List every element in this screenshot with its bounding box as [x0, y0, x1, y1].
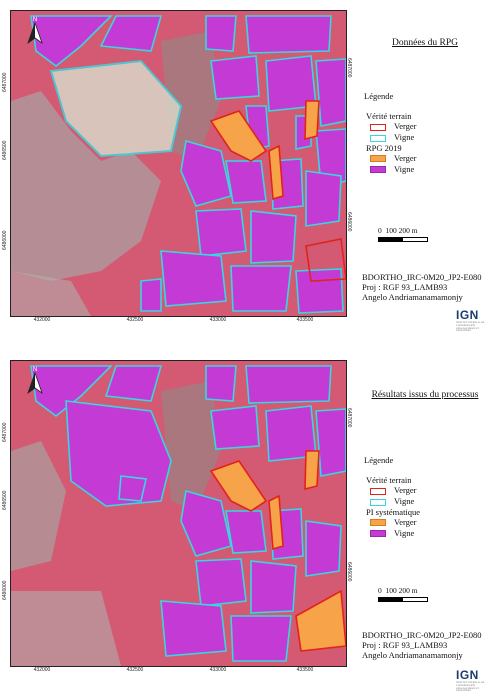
- legend-title: Légende: [364, 455, 394, 465]
- scale-bar: 0 100 200 m: [378, 586, 428, 602]
- x-tick: 433500: [296, 317, 314, 323]
- vigne-parcels: [30, 15, 346, 314]
- urban-area: [11, 91, 161, 281]
- ign-logo-word: IGN: [456, 308, 479, 322]
- credit-projection: Proj : RGF 93_LAMB93: [362, 640, 448, 651]
- urban-area: [11, 441, 66, 571]
- legend-section-data: PI systématique: [366, 506, 421, 517]
- north-label: N: [33, 367, 37, 373]
- verger-parcels: [209, 100, 320, 201]
- ign-logo-sub: INSTITUT NATIONAL DE L'INFORMATION GÉOGR…: [456, 681, 485, 693]
- x-tick: 432500: [126, 317, 144, 323]
- verger-parcels: [209, 450, 346, 652]
- panel-title: Résultats issus du processus: [371, 390, 479, 400]
- credit-author: Angelo Andriamanamamonjy: [362, 292, 463, 303]
- panel-process: N 432000 432500 433000 433500 6487000 64…: [0, 350, 500, 700]
- x-tick: 433000: [209, 667, 227, 673]
- scale-label: 100 200 m: [385, 226, 418, 235]
- urban-area-south: [11, 591, 121, 666]
- legend-label: Verger: [394, 516, 417, 527]
- legend-row: Vigne: [370, 132, 417, 144]
- map-rpg-svg: N: [11, 11, 346, 316]
- legend-row: Verger: [370, 517, 420, 528]
- scale-zero: 0: [378, 586, 382, 595]
- y-tick: 6487000: [2, 422, 8, 442]
- y-tick: 6486500: [2, 490, 8, 510]
- credits: BDORTHO_IRC-0M20_JP2-E080 Proj : RGF 93_…: [362, 272, 481, 303]
- ign-logo-sub: INSTITUT NATIONAL DE L'INFORMATION GÉOGR…: [456, 321, 485, 333]
- panel-rpg: N 432000 432500 433000 433500 6487000 64…: [2, 10, 490, 333]
- credits: BDORTHO_IRC-0M20_JP2-E080 Proj : RGF 93_…: [362, 630, 481, 661]
- legend-label: Vigne: [394, 163, 415, 174]
- x-tick: 433500: [296, 667, 314, 673]
- legend-row: Verger: [370, 121, 417, 133]
- y-tick: 6487000: [346, 58, 352, 78]
- scale-label: 100 200 m: [385, 586, 418, 595]
- north-label: N: [33, 17, 37, 23]
- swatch-truth-verger: [370, 123, 386, 131]
- swatch-truth-verger: [370, 487, 386, 495]
- legend-row: Vigne: [370, 528, 420, 539]
- map-rpg[interactable]: N: [10, 10, 347, 317]
- swatch-verger: [370, 155, 386, 163]
- vigne-parcels: [30, 365, 346, 662]
- x-tick: 433000: [209, 317, 227, 323]
- scale-bar: 0 100 200 m: [378, 226, 428, 242]
- swatch-truth-vigne: [370, 134, 386, 142]
- credit-source: BDORTHO_IRC-0M20_JP2-E080: [362, 272, 482, 282]
- map-process[interactable]: N: [10, 360, 347, 667]
- legend-section-truth: Vérité terrain: [366, 110, 412, 121]
- legend-label: Vigne: [394, 132, 415, 143]
- y-tick: 6486000: [2, 230, 8, 250]
- map-process-svg: N: [11, 361, 346, 666]
- legend-title: Légende: [364, 91, 394, 101]
- north-arrow-icon: N: [27, 17, 43, 45]
- legend-row: Vigne: [370, 496, 420, 508]
- x-tick: 432000: [33, 317, 51, 323]
- swatch-truth-vigne: [370, 498, 386, 506]
- y-tick: 6486500: [2, 140, 8, 160]
- scale-zero: 0: [378, 226, 382, 235]
- ign-logo: IGN INSTITUT NATIONAL DE L'INFORMATION G…: [456, 308, 490, 333]
- swatch-vigne: [370, 166, 386, 174]
- x-tick: 432500: [126, 667, 144, 673]
- swatch-verger: [370, 519, 386, 527]
- x-tick: 432000: [33, 667, 51, 673]
- ign-logo-word: IGN: [456, 668, 479, 682]
- legend-label: Verger: [394, 485, 417, 496]
- legend-label: Verger: [394, 152, 417, 163]
- credit-projection: Proj : RGF 93_LAMB93: [362, 282, 448, 293]
- urban-area-south: [11, 271, 91, 316]
- legend: Légende Vérité terrain Verger Vigne RPG …: [364, 91, 417, 175]
- north-arrow-icon: N: [27, 367, 43, 395]
- ign-logo: IGN INSTITUT NATIONAL DE L'INFORMATION G…: [456, 668, 490, 693]
- truth-verger-outlines: [305, 238, 346, 282]
- forest-area: [161, 381, 221, 511]
- legend-label: Verger: [394, 121, 417, 132]
- y-tick: 6486000: [2, 580, 8, 600]
- truth-vigne-field: [49, 59, 183, 158]
- legend-label: Vigne: [394, 496, 415, 507]
- legend-row: Verger: [370, 485, 420, 497]
- legend: Légende Vérité terrain Verger Vigne PI s…: [364, 455, 421, 539]
- legend-section-data: RPG 2019: [366, 142, 402, 153]
- y-tick: 6487000: [346, 408, 352, 428]
- legend-row: Verger: [370, 153, 417, 164]
- credit-source: BDORTHO_IRC-0M20_JP2-E080: [362, 630, 482, 640]
- swatch-vigne: [370, 530, 386, 538]
- legend-row: Vigne: [370, 164, 417, 175]
- y-tick: 6486000: [346, 212, 352, 232]
- legend-section-truth: Vérité terrain: [366, 474, 412, 485]
- credit-author: Angelo Andriamanamamonjy: [362, 650, 463, 661]
- panel-title: Données du RPG: [392, 38, 458, 48]
- y-tick: 6487000: [2, 72, 8, 92]
- y-tick: 6486000: [346, 562, 352, 582]
- legend-label: Vigne: [394, 527, 415, 538]
